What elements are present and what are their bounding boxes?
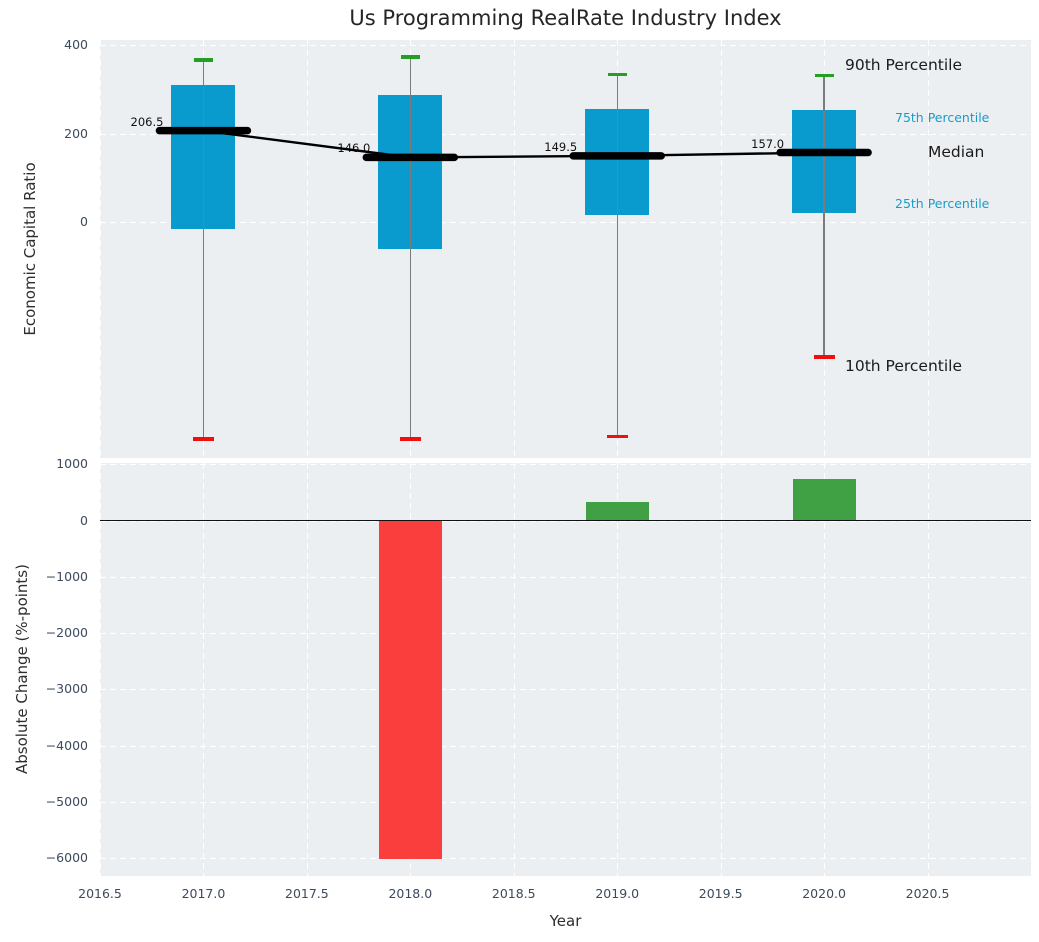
y-tick-label: 1000 — [16, 456, 88, 471]
gridline-horizontal — [100, 464, 1031, 465]
median-connector-line — [203, 131, 824, 158]
y-tick-label: −2000 — [16, 625, 88, 640]
gridline-vertical — [721, 463, 722, 876]
gridline-horizontal — [100, 858, 1031, 859]
gridline-horizontal — [100, 802, 1031, 803]
gridline-horizontal — [100, 633, 1031, 634]
x-tick-label: 2019.0 — [572, 886, 662, 901]
x-tick-label: 2017.0 — [158, 886, 248, 901]
y-tick-label: 200 — [16, 126, 88, 141]
chart-title: Us Programming RealRate Industry Index — [100, 6, 1031, 30]
y-tick-label: −3000 — [16, 681, 88, 696]
percentile-chart-panel: 206.5146.0149.5157.090th Percentile75th … — [100, 40, 1031, 458]
gridline-horizontal — [100, 689, 1031, 690]
x-tick-label: 2019.5 — [676, 886, 766, 901]
x-tick-label: 2017.5 — [262, 886, 352, 901]
gridline-vertical — [307, 463, 308, 876]
change-bar-negative — [379, 521, 442, 858]
change-bar-chart-panel — [100, 463, 1031, 876]
y-tick-label: −1000 — [16, 569, 88, 584]
x-axis-label: Year — [100, 912, 1031, 930]
x-tick-label: 2016.5 — [55, 886, 145, 901]
gridline-vertical — [100, 463, 101, 876]
change-bar-positive — [586, 502, 649, 520]
x-tick-label: 2018.5 — [469, 886, 559, 901]
gridline-vertical — [617, 463, 618, 876]
gridline-horizontal — [100, 746, 1031, 747]
gridline-vertical — [824, 463, 825, 876]
y-tick-label: 0 — [16, 214, 88, 229]
y-tick-label: −5000 — [16, 794, 88, 809]
y-tick-label: −6000 — [16, 850, 88, 865]
annotation-90th-percentile: 90th Percentile — [845, 56, 962, 74]
annotation-75th-percentile: 75th Percentile — [895, 110, 989, 125]
x-tick-label: 2018.0 — [365, 886, 455, 901]
y-axis-label-top: Economic Capital Ratio — [21, 162, 39, 335]
gridline-horizontal — [100, 577, 1031, 578]
annotation-10th-percentile: 10th Percentile — [845, 357, 962, 375]
gridline-vertical — [203, 463, 204, 876]
x-tick-label: 2020.0 — [779, 886, 869, 901]
annotation-median: Median — [928, 143, 984, 161]
change-bar-positive — [793, 479, 856, 520]
figure: Us Programming RealRate Industry Index 2… — [0, 0, 1039, 942]
y-tick-label: 400 — [16, 37, 88, 52]
gridline-vertical — [928, 463, 929, 876]
x-tick-label: 2020.5 — [883, 886, 973, 901]
gridline-vertical — [514, 463, 515, 876]
median-line-overlay — [100, 40, 1031, 458]
y-tick-label: −4000 — [16, 738, 88, 753]
annotation-25th-percentile: 25th Percentile — [895, 196, 989, 211]
y-tick-label: 0 — [16, 513, 88, 528]
zero-line — [100, 520, 1031, 522]
